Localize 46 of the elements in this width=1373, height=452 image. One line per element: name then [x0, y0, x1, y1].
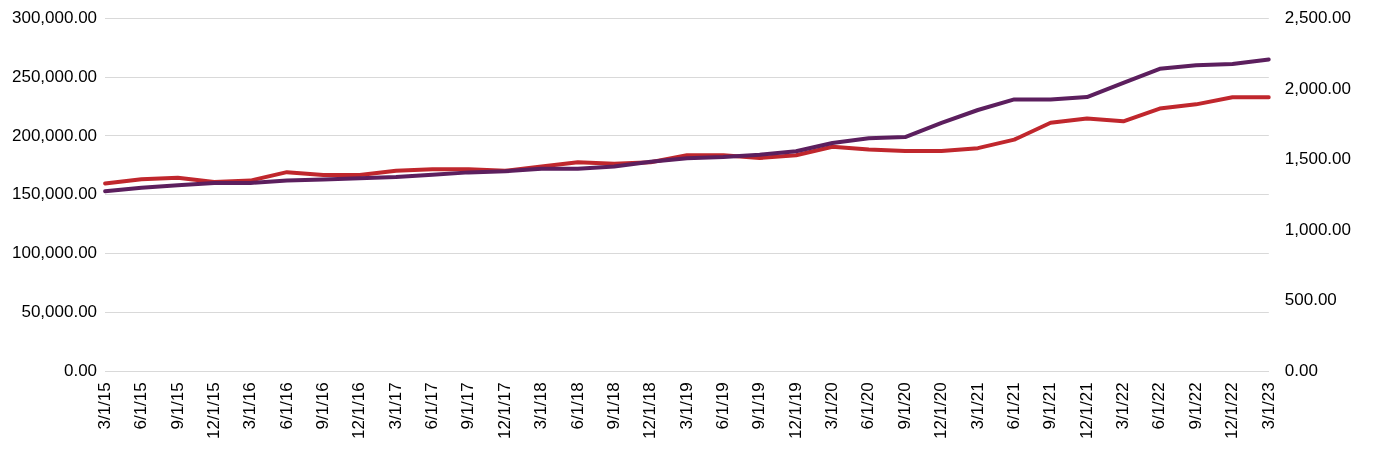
- x-tick-label: 6/1/19: [713, 382, 733, 430]
- x-tick-label: 6/1/22: [1149, 382, 1169, 430]
- x-tick-label: 9/1/22: [1185, 382, 1205, 430]
- x-tick-label: 6/1/20: [858, 382, 878, 430]
- x-tick-label: 9/1/17: [458, 382, 478, 430]
- x-tick-label: 6/1/16: [276, 382, 296, 430]
- x-tick-label: 9/1/19: [749, 382, 769, 430]
- x-tick-label: 9/1/15: [167, 382, 187, 430]
- y2-tick-label: 1,500.00: [1284, 149, 1352, 169]
- y2-tick-label: 500.00: [1284, 290, 1337, 310]
- y-tick-label: 200,000.00: [11, 125, 98, 145]
- y2-tick-label: 2,000.00: [1284, 78, 1352, 98]
- x-tick-label: 9/1/21: [1040, 382, 1060, 430]
- x-tick-label: 6/1/17: [422, 382, 442, 430]
- x-tick-label: 3/1/16: [240, 382, 260, 430]
- x-tick-label: 12/1/16: [349, 382, 369, 440]
- x-tick-label: 12/1/18: [640, 382, 660, 440]
- x-tick-label: 3/1/19: [676, 382, 696, 430]
- y-tick-label: 300,000.00: [11, 7, 98, 27]
- x-tick-label: 3/1/23: [1258, 382, 1278, 430]
- x-tick-label: 6/1/21: [1003, 382, 1023, 430]
- y2-tick-label: 1,000.00: [1284, 219, 1352, 239]
- x-tick-label: 3/1/18: [531, 382, 551, 430]
- x-tick-label: 3/1/17: [385, 382, 405, 430]
- x-tick-label: 12/1/22: [1222, 382, 1242, 440]
- x-tick-label: 9/1/16: [312, 382, 332, 430]
- x-tick-label: 12/1/21: [1076, 382, 1096, 440]
- y-tick-label: 100,000.00: [11, 243, 98, 263]
- x-tick-label: 12/1/17: [494, 382, 514, 440]
- y2-tick-label: 0.00: [1284, 360, 1318, 380]
- x-tick-label: 3/1/20: [822, 382, 842, 430]
- x-tick-label: 12/1/15: [203, 382, 223, 440]
- x-tick-label: 9/1/18: [603, 382, 623, 430]
- y-tick-label: 50,000.00: [21, 302, 98, 322]
- y-tick-label: 250,000.00: [11, 66, 98, 86]
- x-tick-label: 3/1/22: [1113, 382, 1133, 430]
- y-tick-label: 0.00: [63, 360, 98, 380]
- x-tick-label: 6/1/18: [567, 382, 587, 430]
- x-tick-label: 12/1/20: [931, 382, 951, 440]
- x-tick-label: 6/1/15: [131, 382, 151, 430]
- x-tick-label: 12/1/19: [785, 382, 805, 440]
- x-tick-label: 9/1/20: [894, 382, 914, 430]
- y-tick-label: 150,000.00: [11, 184, 98, 204]
- y2-tick-label: 2,500.00: [1284, 7, 1352, 27]
- x-tick-label: 3/1/15: [94, 382, 114, 430]
- x-tick-label: 3/1/21: [967, 382, 987, 430]
